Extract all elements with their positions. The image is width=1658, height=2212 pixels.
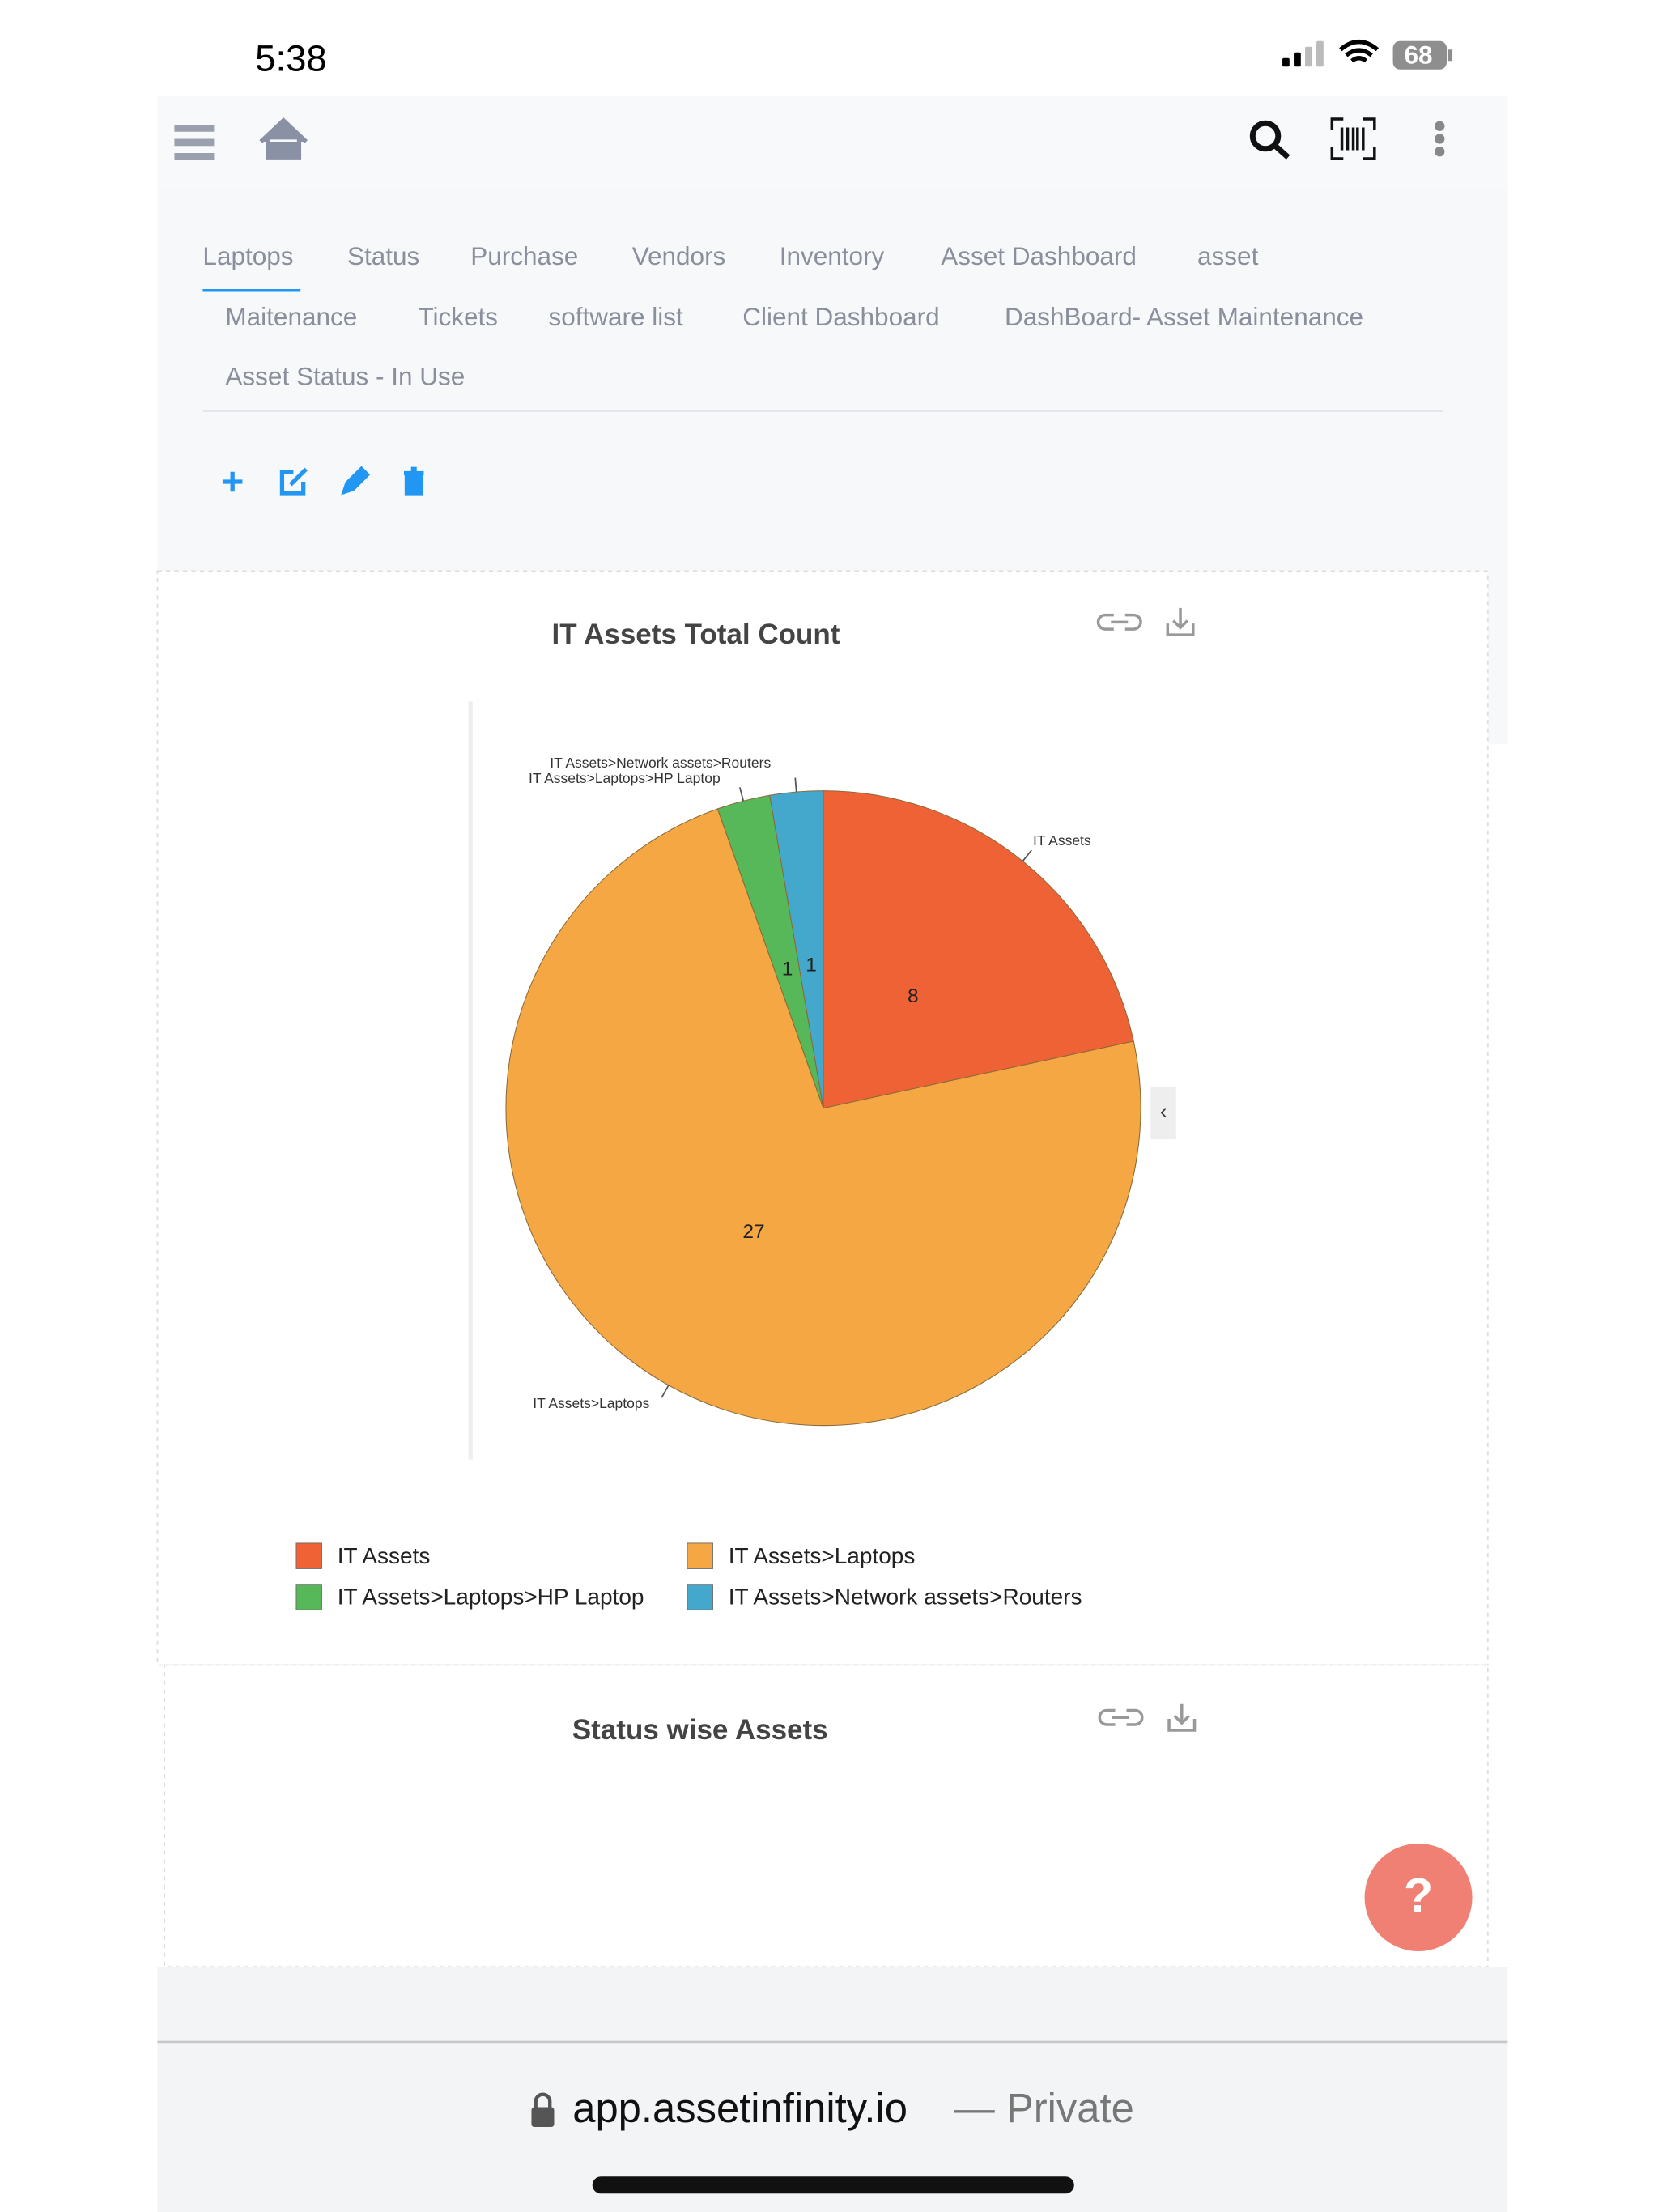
slice-value: 8 <box>908 985 919 1007</box>
pie-slice <box>769 790 824 1108</box>
legend-swatch <box>687 1542 713 1569</box>
card-icons-2 <box>1098 1703 1197 1732</box>
add-button[interactable] <box>222 471 243 492</box>
leader-line <box>794 777 797 793</box>
leader-line <box>738 787 745 802</box>
delete-button[interactable] <box>403 466 424 496</box>
search-icon[interactable] <box>1249 120 1290 160</box>
tab[interactable]: Maitenance <box>225 302 357 331</box>
tab[interactable]: Client Dashboard <box>742 302 939 331</box>
battery <box>1392 40 1448 70</box>
slice-label: IT Assets>Laptops <box>533 1395 649 1411</box>
tab[interactable]: Laptops <box>202 241 293 270</box>
legend-label[interactable]: IT Assets>Network assets>Routers <box>729 1585 1082 1610</box>
link-icon[interactable] <box>1098 1708 1144 1726</box>
tab[interactable]: Asset Status - In Use <box>225 362 465 391</box>
private-mode: — Private <box>954 2085 1134 2131</box>
home-indicator <box>592 2176 1074 2194</box>
pie-slice <box>505 808 1141 1427</box>
pencil-button[interactable] <box>341 466 371 496</box>
help-button[interactable] <box>1364 1843 1473 1951</box>
tab[interactable]: software list <box>548 302 683 331</box>
menu-icon[interactable] <box>174 125 215 160</box>
slice-label: IT Assets>Network assets>Routers <box>550 755 771 771</box>
link-icon[interactable] <box>1096 613 1142 631</box>
help-label[interactable]: ? <box>1404 1868 1433 1922</box>
slice-value: 1 <box>806 954 817 976</box>
tab[interactable]: Tickets <box>418 302 498 331</box>
legend-label[interactable]: IT Assets>Laptops>HP Laptop <box>338 1585 644 1610</box>
lock-icon <box>531 2092 555 2127</box>
download-icon[interactable] <box>1167 1703 1197 1732</box>
legend: IT Assets IT Assets>Laptops IT Assets>Lapt… <box>295 1542 1082 1610</box>
collapse-tab[interactable] <box>1150 1087 1176 1140</box>
pie-slice <box>823 790 1134 1109</box>
wifi <box>1339 40 1380 63</box>
legend-label[interactable]: IT Assets>Laptops <box>729 1543 916 1568</box>
chart-title: IT Assets Total Count <box>552 619 840 650</box>
tab[interactable]: DashBoard- Asset Maintenance <box>1005 302 1363 331</box>
download-icon[interactable] <box>1166 607 1195 636</box>
signal <box>1282 40 1324 67</box>
tab[interactable]: Purchase <box>470 241 578 270</box>
collapse-toggle[interactable]: ‹ <box>1160 1100 1167 1122</box>
card-icons <box>1096 607 1195 636</box>
pie-chart: 8 IT Assets 27 IT Assets>Laptops 1 IT Assets>… <box>505 755 1141 1427</box>
chart-card-2 <box>164 1664 1489 1968</box>
barcode-icon[interactable] <box>1330 117 1376 160</box>
edit-button[interactable] <box>279 467 308 496</box>
slice-label: IT Assets <box>1033 832 1091 849</box>
legend-swatch <box>295 1584 322 1610</box>
slice-label: IT Assets>Laptops>HP Laptop <box>529 770 721 786</box>
home-icon[interactable] <box>259 117 308 160</box>
tabs: Laptops Status Purchase Vendors Inventory Ass… <box>202 241 1363 391</box>
url[interactable]: app.assetinfinity.io <box>572 2085 908 2131</box>
time: 5:38 <box>255 37 327 79</box>
header <box>157 96 1508 189</box>
actions <box>222 466 424 496</box>
battery-level: 68 <box>1405 40 1433 69</box>
legend-swatch <box>687 1584 713 1610</box>
tab[interactable]: asset <box>1197 241 1259 270</box>
tab[interactable]: Inventory <box>780 241 885 270</box>
slice-value: 27 <box>742 1221 764 1243</box>
leader-line <box>1022 849 1032 862</box>
chart-title-2: Status wise Assets <box>572 1714 828 1746</box>
slice-value: 1 <box>782 958 793 980</box>
legend-swatch <box>295 1542 322 1569</box>
battery-tip <box>1448 49 1453 62</box>
legend-label[interactable]: IT Assets <box>338 1543 431 1568</box>
leader-line <box>661 1385 670 1398</box>
more-icon[interactable] <box>1435 121 1445 157</box>
tab[interactable]: Asset Dashboard <box>941 241 1137 270</box>
tab[interactable]: Vendors <box>632 241 726 270</box>
browser-footer <box>157 1967 1508 2212</box>
tab[interactable]: Status <box>347 241 419 270</box>
